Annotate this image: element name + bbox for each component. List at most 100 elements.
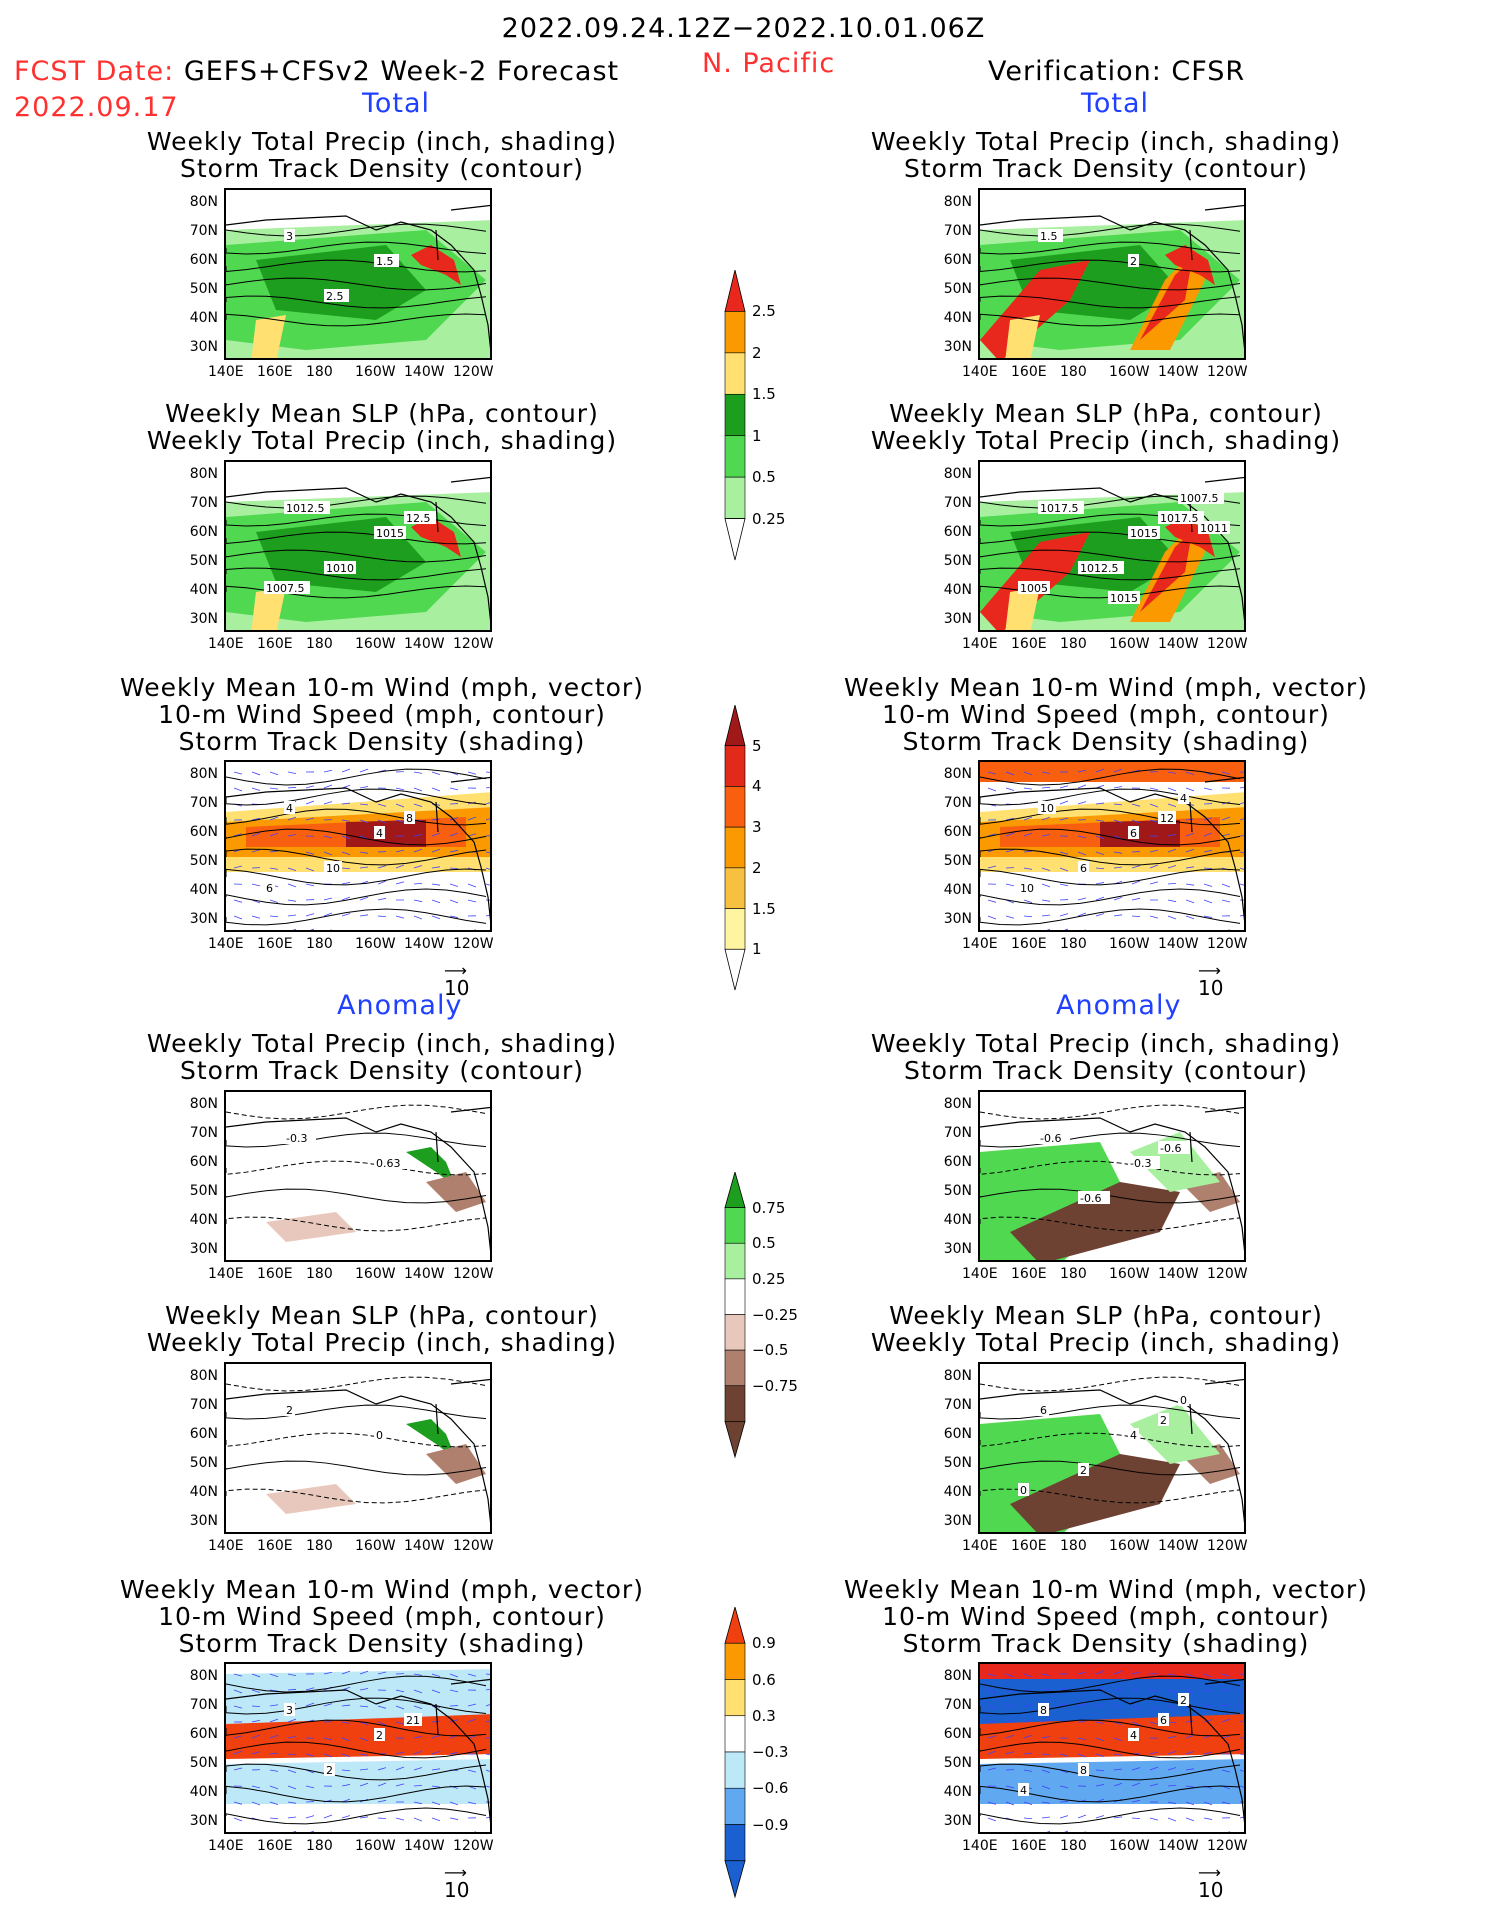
wind-vector xyxy=(1221,771,1231,775)
wind-vector xyxy=(305,785,315,789)
lat-tick-label: 40N xyxy=(943,310,972,326)
wind-vector xyxy=(1131,1799,1141,1803)
contour-label-bg xyxy=(324,1763,335,1776)
contour-line xyxy=(226,1104,487,1120)
contour-label-bg xyxy=(1158,511,1204,524)
wind-vector xyxy=(251,1801,261,1806)
section-anomaly-right: Anomaly xyxy=(1056,990,1182,1021)
wind-vector xyxy=(323,1671,333,1675)
contour-label-bg xyxy=(1128,826,1139,839)
wind-vector xyxy=(329,929,333,930)
wind-vector xyxy=(485,1785,490,1788)
wind-vector xyxy=(341,835,351,840)
wind-vector xyxy=(1239,771,1244,773)
wind-vector xyxy=(485,818,490,821)
lon-tick-label: 180 xyxy=(1060,364,1087,380)
wind-vector xyxy=(341,1670,351,1675)
contour-label-bg xyxy=(1078,1463,1089,1476)
wind-vector xyxy=(1113,1705,1123,1708)
wind-vector xyxy=(1185,1673,1195,1678)
wind-vector xyxy=(287,1753,297,1756)
contour-label-bg xyxy=(1038,229,1063,242)
contour-label: 1012.5 xyxy=(1080,562,1119,575)
wind-vector xyxy=(342,1833,350,1834)
wind-vector xyxy=(1203,915,1213,918)
wind-vector xyxy=(1041,1816,1051,1819)
wind-vector xyxy=(413,1801,423,1805)
contour-line xyxy=(980,585,1241,599)
wind-vector xyxy=(1023,1801,1033,1805)
contour-label: 4 xyxy=(376,827,383,840)
wind-vector xyxy=(1095,896,1105,901)
wind-vector xyxy=(449,899,459,904)
colorbar-top-cap xyxy=(724,270,746,312)
wind-vector xyxy=(1131,1705,1141,1709)
map-canvas: 8 4 8 6 4 2 xyxy=(980,1664,1244,1832)
wind-vector xyxy=(1023,832,1033,837)
contour-label-bg xyxy=(284,801,295,814)
contour-label-bg xyxy=(374,526,406,539)
wind-vector xyxy=(377,1767,387,1771)
map-canvas: -0.3 0.63 xyxy=(226,1104,490,1252)
wind-vector xyxy=(395,1705,405,1710)
lon-tick-label: 140W xyxy=(404,1538,445,1554)
wind-vector xyxy=(395,849,405,853)
contour-line xyxy=(226,868,487,886)
wind-vector xyxy=(1239,851,1244,854)
contour-label: 4 xyxy=(1130,1429,1137,1442)
wind-vector xyxy=(341,913,351,917)
lon-tick-label: 180 xyxy=(306,1538,333,1554)
colorbar-segment xyxy=(724,1787,746,1825)
wind-vector xyxy=(323,912,333,917)
wind-vector xyxy=(1131,1721,1141,1726)
contour-label-bg xyxy=(1178,1393,1189,1406)
lon-tick-label: 140E xyxy=(962,1266,998,1282)
colorbar-segment xyxy=(724,1349,746,1387)
wind-vector xyxy=(1167,1801,1177,1805)
lon-tick-label: 120W xyxy=(453,364,494,380)
colorbar-segment xyxy=(724,1679,746,1717)
contour-label: 10 xyxy=(1040,802,1054,815)
wind-vector xyxy=(1149,1751,1159,1755)
lat-tick-label: 40N xyxy=(943,882,972,898)
wind-vector xyxy=(359,1688,369,1691)
wind-vector xyxy=(1113,866,1123,869)
anom-dry xyxy=(426,1172,486,1212)
wind-vector xyxy=(987,1735,997,1739)
colorbar-segment xyxy=(724,908,746,950)
contour-label: -0.3 xyxy=(1130,1157,1151,1170)
wind-vector xyxy=(359,1753,369,1756)
lat-tick-label: 50N xyxy=(943,1755,972,1771)
wind-vector xyxy=(1167,915,1177,920)
lon-tick-label: 160E xyxy=(1011,1266,1047,1282)
lat-tick-label: 60N xyxy=(943,1726,972,1742)
colorbar-segment xyxy=(724,1314,746,1351)
panel-title-line: Weekly Mean SLP (hPa, contour) xyxy=(889,1301,1323,1330)
wind-vector xyxy=(269,771,279,776)
wind-vector xyxy=(287,1718,297,1723)
wind-vector xyxy=(1095,1784,1105,1787)
contour-label: 6 xyxy=(1080,862,1087,875)
wind-vector xyxy=(1203,883,1213,887)
colorbar-segment xyxy=(724,435,746,478)
wind-vector xyxy=(1113,1816,1123,1819)
contour-label: 12 xyxy=(1160,812,1174,825)
contour-label: 1015 xyxy=(1130,527,1158,540)
wind-vector xyxy=(233,1767,243,1771)
wind-vector xyxy=(1167,1767,1177,1771)
contour-line xyxy=(226,585,487,599)
wind-vector xyxy=(341,882,351,885)
contour-label-bg xyxy=(1158,1713,1169,1726)
contour-line xyxy=(226,1432,487,1448)
wind-vector xyxy=(1185,848,1195,853)
wind-vector xyxy=(431,771,441,776)
lat-tick-label: 60N xyxy=(189,1426,218,1442)
contour-label-bg xyxy=(1178,491,1224,504)
lon-tick-label: 140W xyxy=(1158,364,1199,380)
lat-tick-label: 40N xyxy=(943,582,972,598)
wind-vector xyxy=(1095,1815,1105,1819)
precip-max xyxy=(411,245,461,285)
wind-vector xyxy=(1005,832,1015,837)
lat-tick-label: 60N xyxy=(943,824,972,840)
wind-vector xyxy=(485,1688,490,1691)
